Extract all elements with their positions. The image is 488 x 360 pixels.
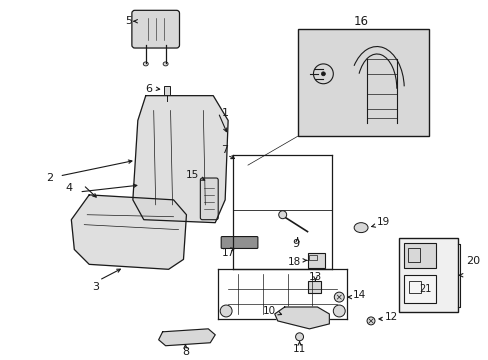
Bar: [163, 86, 169, 95]
Polygon shape: [133, 96, 228, 223]
Ellipse shape: [163, 62, 168, 66]
Text: 9: 9: [291, 239, 299, 249]
Text: 16: 16: [353, 15, 368, 28]
Text: 21: 21: [419, 284, 431, 294]
Ellipse shape: [353, 223, 367, 233]
Text: 10: 10: [263, 306, 276, 316]
Text: 19: 19: [377, 217, 390, 227]
Bar: [297, 29, 427, 136]
Text: 15: 15: [185, 170, 199, 180]
Polygon shape: [274, 307, 328, 329]
Circle shape: [321, 72, 325, 76]
Text: 8: 8: [182, 347, 189, 357]
FancyBboxPatch shape: [221, 237, 257, 248]
Text: 13: 13: [308, 272, 322, 282]
Circle shape: [366, 317, 374, 325]
Bar: [403, 243, 435, 268]
Circle shape: [334, 292, 344, 302]
Text: 11: 11: [292, 344, 305, 354]
Bar: [398, 238, 457, 312]
Polygon shape: [158, 329, 215, 346]
FancyBboxPatch shape: [132, 10, 179, 48]
Text: 20: 20: [465, 256, 479, 266]
Text: 5: 5: [125, 16, 132, 26]
Bar: [403, 275, 435, 303]
Circle shape: [295, 333, 303, 341]
Ellipse shape: [143, 62, 148, 66]
Circle shape: [278, 211, 286, 219]
Text: 2: 2: [46, 173, 53, 183]
Bar: [307, 281, 321, 293]
FancyBboxPatch shape: [200, 178, 218, 220]
Text: 12: 12: [385, 312, 398, 322]
Bar: [408, 281, 420, 293]
Text: 17: 17: [221, 248, 234, 258]
Bar: [407, 248, 419, 262]
Circle shape: [220, 305, 232, 317]
Text: 6: 6: [145, 84, 152, 94]
Text: 14: 14: [352, 290, 365, 300]
Text: 4: 4: [66, 183, 73, 193]
Text: 1: 1: [221, 108, 228, 117]
Text: 7: 7: [221, 145, 228, 155]
Text: 3: 3: [92, 282, 100, 292]
Circle shape: [333, 305, 345, 317]
Text: 18: 18: [288, 257, 301, 267]
Bar: [309, 255, 317, 260]
Polygon shape: [71, 195, 186, 269]
Bar: [307, 253, 325, 268]
